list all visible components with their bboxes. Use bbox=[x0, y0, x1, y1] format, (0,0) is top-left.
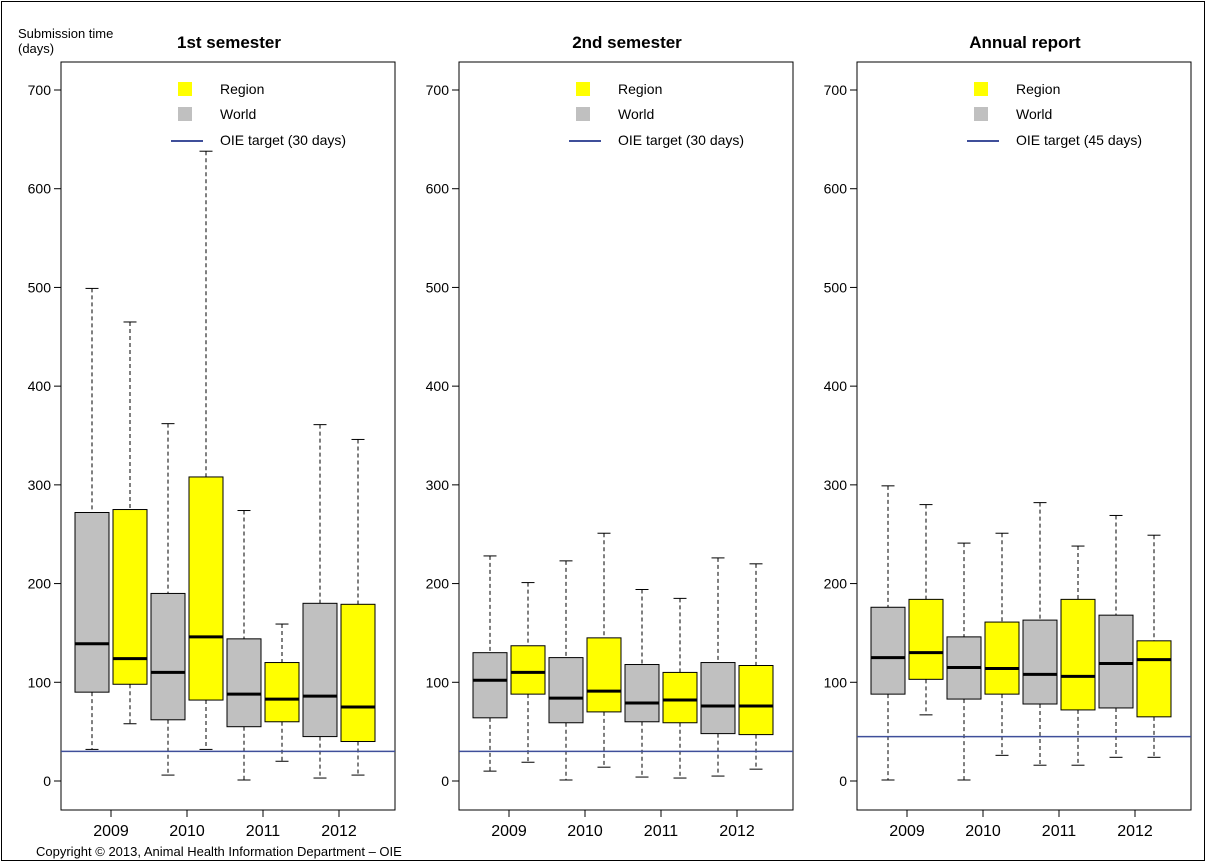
y-tick-label: 300 bbox=[28, 477, 52, 493]
world-box bbox=[151, 593, 185, 719]
region-box bbox=[909, 599, 943, 679]
panel-2: 2nd semester 0 100 200 300 400 500 600 700 2009 20… bbox=[426, 33, 793, 840]
y-tick-label: 300 bbox=[426, 477, 450, 493]
legend-world-swatch bbox=[974, 107, 988, 121]
y-tick-label: 400 bbox=[426, 378, 450, 394]
x-tick-label: 2012 bbox=[719, 823, 755, 840]
legend-region-label: Region bbox=[618, 81, 662, 97]
x-tick-label: 2009 bbox=[889, 823, 925, 840]
x-tick-label: 2012 bbox=[321, 823, 357, 840]
y-axis-title-line-2: (days) bbox=[18, 41, 54, 56]
y-tick-label: 600 bbox=[426, 181, 450, 197]
legend-target-label: OIE target (30 days) bbox=[220, 132, 346, 148]
y-tick-label: 0 bbox=[839, 773, 847, 789]
y-tick-label: 100 bbox=[28, 674, 52, 690]
region-box bbox=[1137, 641, 1171, 717]
world-box bbox=[227, 639, 261, 727]
x-tick-label: 2012 bbox=[1117, 823, 1153, 840]
world-box bbox=[625, 665, 659, 722]
region-box bbox=[189, 477, 223, 700]
y-tick-label: 700 bbox=[824, 82, 848, 98]
y-tick-label: 400 bbox=[824, 378, 848, 394]
y-tick-label: 600 bbox=[28, 181, 52, 197]
world-box bbox=[1023, 620, 1057, 704]
y-tick-label: 100 bbox=[426, 674, 450, 690]
region-box bbox=[265, 663, 299, 722]
y-tick-label: 400 bbox=[28, 378, 52, 394]
region-box bbox=[511, 646, 545, 694]
legend-region-label: Region bbox=[1016, 81, 1060, 97]
legend-region-swatch bbox=[178, 82, 192, 96]
x-tick-label: 2011 bbox=[1042, 823, 1077, 840]
y-tick-label: 0 bbox=[43, 773, 51, 789]
panel-3: Annual report 0 100 200 300 400 500 600 700 2009 2… bbox=[824, 33, 1191, 840]
legend-target-label: OIE target (30 days) bbox=[618, 132, 744, 148]
world-box bbox=[75, 512, 109, 692]
y-axis-title-line-1: Submission time bbox=[18, 26, 113, 41]
chart-title: 1st semester bbox=[177, 33, 281, 52]
y-tick-label: 200 bbox=[824, 576, 848, 592]
region-box bbox=[1061, 599, 1095, 710]
y-tick-label: 500 bbox=[426, 279, 450, 295]
world-box bbox=[871, 607, 905, 694]
legend-world-label: World bbox=[618, 106, 654, 122]
region-box bbox=[985, 622, 1019, 694]
x-tick-label: 2009 bbox=[93, 823, 129, 840]
world-box bbox=[701, 663, 735, 734]
legend-region-label: Region bbox=[220, 81, 264, 97]
y-tick-label: 500 bbox=[824, 279, 848, 295]
legend-target-label: OIE target (45 days) bbox=[1016, 132, 1142, 148]
region-box bbox=[663, 672, 697, 722]
region-box bbox=[587, 638, 621, 712]
legend-world-label: World bbox=[1016, 106, 1052, 122]
x-tick-label: 2009 bbox=[491, 823, 527, 840]
world-box bbox=[303, 603, 337, 736]
x-tick-label: 2011 bbox=[246, 823, 281, 840]
x-tick-label: 2011 bbox=[644, 823, 679, 840]
legend-world-swatch bbox=[576, 107, 590, 121]
x-tick-label: 2010 bbox=[169, 823, 205, 840]
chart-title: Annual report bbox=[969, 33, 1081, 52]
y-tick-label: 700 bbox=[426, 82, 450, 98]
y-tick-label: 500 bbox=[28, 279, 52, 295]
legend-region-swatch bbox=[974, 82, 988, 96]
y-tick-label: 0 bbox=[441, 773, 449, 789]
world-box bbox=[549, 658, 583, 723]
y-tick-label: 300 bbox=[824, 477, 848, 493]
legend-world-label: World bbox=[220, 106, 256, 122]
y-tick-label: 200 bbox=[28, 576, 52, 592]
x-tick-label: 2010 bbox=[965, 823, 1001, 840]
region-box bbox=[739, 666, 773, 735]
panel-1: 1st semester 0 100 200 300 400 500 600 700 2009 20… bbox=[28, 33, 395, 840]
chart-title: 2nd semester bbox=[572, 33, 682, 52]
region-box bbox=[341, 604, 375, 741]
y-tick-label: 700 bbox=[28, 82, 52, 98]
legend-world-swatch bbox=[178, 107, 192, 121]
y-tick-label: 200 bbox=[426, 576, 450, 592]
y-tick-label: 600 bbox=[824, 181, 848, 197]
copyright-text: Copyright © 2013, Animal Health Informat… bbox=[36, 844, 402, 859]
world-box bbox=[1099, 615, 1133, 708]
world-box bbox=[473, 653, 507, 718]
legend-region-swatch bbox=[576, 82, 590, 96]
y-tick-label: 100 bbox=[824, 674, 848, 690]
x-tick-label: 2010 bbox=[567, 823, 603, 840]
